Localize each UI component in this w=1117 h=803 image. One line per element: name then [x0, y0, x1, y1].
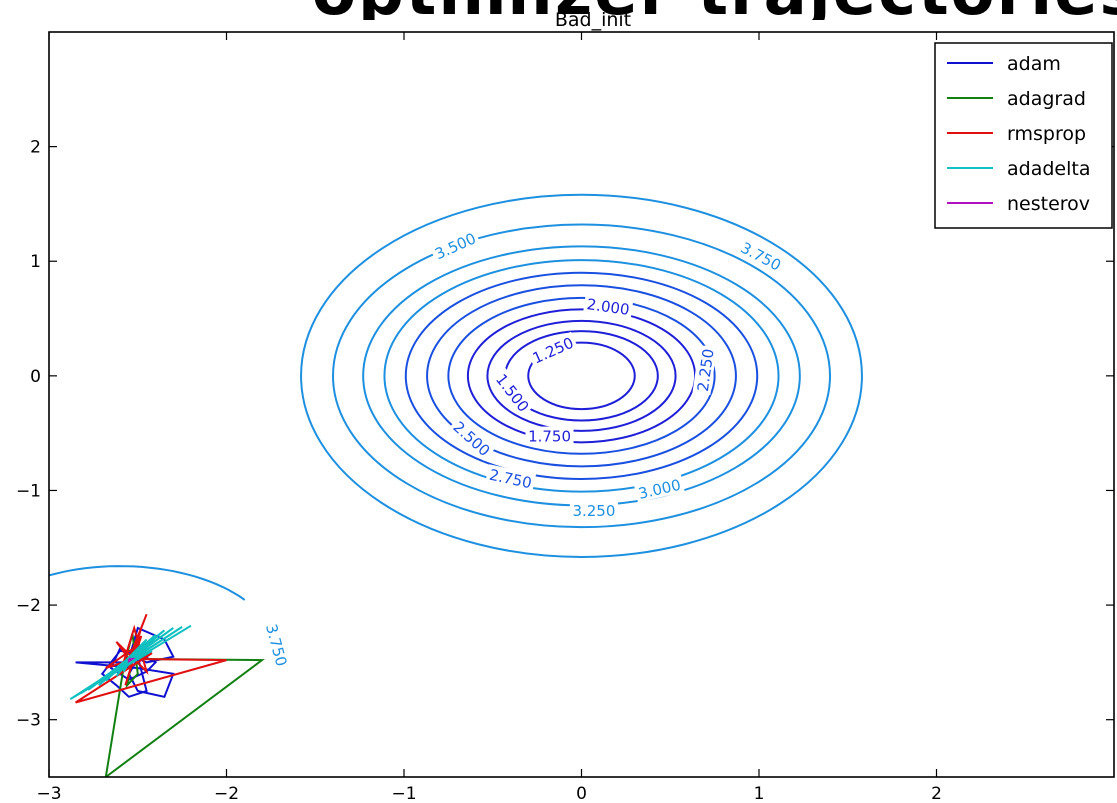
contour-line: [447, 296, 716, 455]
banner-text: optimizer trajectories (1/3): [312, 0, 1117, 20]
contour-line: [486, 319, 677, 432]
y-tick-label: −1: [16, 481, 41, 501]
contour-label-bg: [692, 344, 718, 395]
contour-label: 1.750: [528, 428, 571, 446]
y-tick-label: 1: [30, 252, 41, 272]
contour-label: 3.000: [637, 476, 683, 503]
y-tick-label: 0: [30, 367, 41, 387]
series-nesterov: [127, 657, 136, 664]
contour-label: 2.000: [586, 295, 631, 319]
contour-label: 3.750: [738, 239, 784, 275]
optimizer-trajectories: [69, 613, 265, 777]
contour-line: [404, 271, 759, 481]
contour-line: [426, 284, 737, 468]
contour-label-bg: [735, 236, 787, 275]
contour-label: 2.250: [694, 348, 718, 393]
contour-lines: [49, 193, 863, 601]
contour-label-bg: [525, 426, 574, 445]
contour-label-bg: [569, 501, 618, 520]
contour-label: 3.500: [432, 229, 479, 263]
contour-label-bg: [448, 415, 496, 461]
x-tick-label: 0: [576, 784, 587, 803]
axis-ticks: −3 −2 −1 0 1 2 −3 −2 −1 0 1 2: [16, 32, 1114, 803]
series-adadelta: [69, 624, 192, 700]
contour-label-bg: [485, 464, 537, 492]
legend-label-nesterov: nesterov: [1007, 193, 1090, 215]
contour-line: [383, 259, 780, 493]
contour-label: 1.500: [492, 371, 533, 416]
contour-label: 3.750: [262, 622, 291, 668]
contour-line: [300, 193, 863, 558]
contour-label-bg: [429, 227, 481, 264]
y-tick-label: −2: [16, 596, 41, 616]
contour-label-bg: [527, 331, 579, 368]
contour-label-bg: [262, 619, 293, 671]
series-rmsprop: [75, 613, 227, 704]
contour-line-outer-arc: [49, 565, 246, 601]
contour-label-bg: [583, 293, 634, 319]
contour-line: [527, 341, 636, 411]
contour-label-bg: [633, 474, 685, 503]
chart-title: Bad_init: [555, 9, 631, 31]
legend: adam adagrad rmsprop adadelta nesterov: [934, 42, 1113, 229]
contour-line: [332, 223, 831, 529]
legend-label-adam: adam: [1007, 53, 1061, 75]
x-tick-label: −2: [214, 784, 239, 803]
legend-label-rmsprop: rmsprop: [1007, 123, 1086, 145]
x-tick-label: −1: [391, 784, 416, 803]
y-tick-label: 2: [30, 138, 41, 158]
x-tick-label: 2: [931, 784, 942, 803]
contour-label-bg: [491, 367, 535, 417]
cropped-banner-text: optimizer trajectories (1/3): [0, 0, 1117, 20]
y-tick-label: −3: [16, 711, 41, 731]
contour-label: 2.500: [449, 418, 493, 460]
legend-box: [934, 42, 1113, 229]
x-tick-label: 1: [754, 784, 765, 803]
x-tick-label: −3: [36, 784, 61, 803]
legend-label-adadelta: adadelta: [1007, 158, 1090, 180]
legend-label-adagrad: adagrad: [1007, 88, 1086, 110]
contour-label: 3.250: [572, 502, 615, 520]
contour-label: 2.750: [488, 466, 534, 493]
